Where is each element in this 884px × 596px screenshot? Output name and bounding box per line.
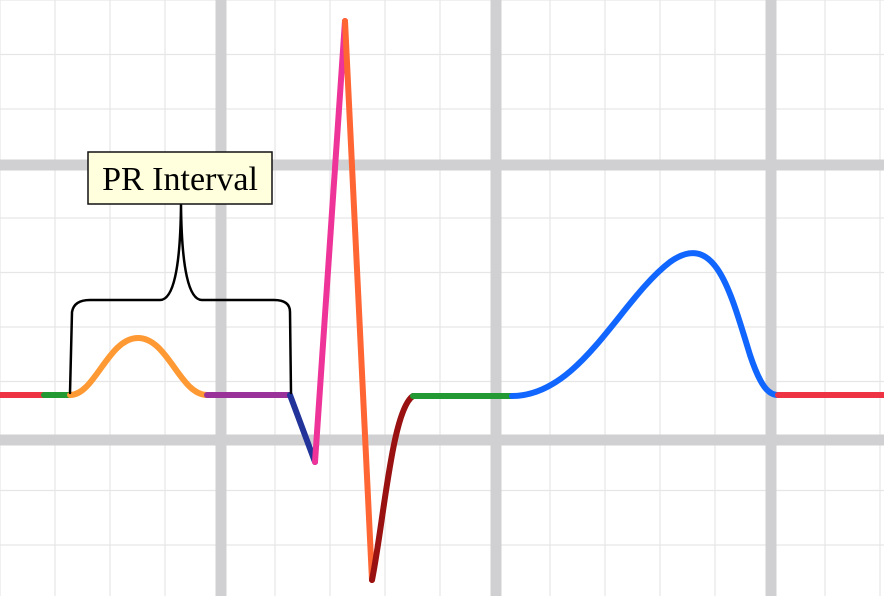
p-wave — [67, 335, 210, 398]
pr-interval-label: PR Interval — [87, 151, 273, 205]
label-text: PR Interval — [102, 161, 258, 198]
r-wave-upstroke — [312, 18, 348, 465]
s-wave — [369, 393, 416, 583]
q-wave — [287, 392, 318, 465]
r-wave-downstroke — [342, 18, 375, 583]
pr-interval-bracket — [68, 203, 293, 395]
label-box — [87, 151, 273, 205]
t-wave — [509, 250, 781, 399]
